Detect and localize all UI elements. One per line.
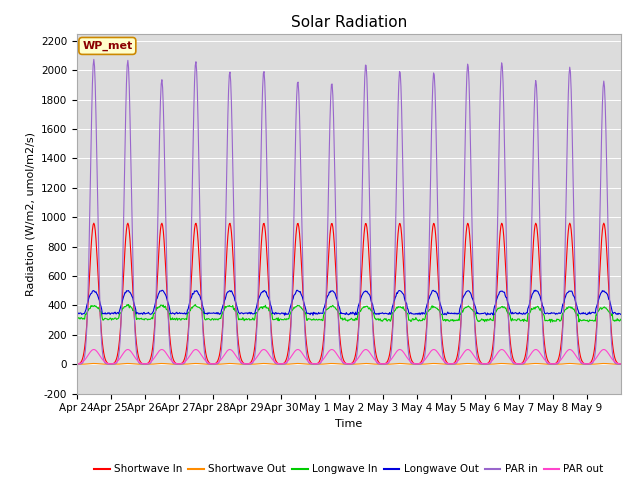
Shortwave Out	[600, 360, 607, 366]
PAR out	[237, 359, 244, 364]
PAR out	[284, 358, 292, 363]
PAR in	[73, 361, 81, 367]
Longwave Out	[264, 294, 271, 300]
Shortwave Out	[617, 361, 625, 367]
Longwave In	[73, 315, 81, 321]
Longwave In	[191, 301, 199, 307]
PAR in	[90, 57, 98, 62]
Shortwave In	[264, 264, 271, 269]
Shortwave Out	[137, 361, 145, 367]
PAR out	[600, 347, 607, 352]
Longwave In	[547, 319, 554, 325]
Longwave In	[237, 316, 245, 322]
Title: Solar Radiation: Solar Radiation	[291, 15, 407, 30]
Line: PAR in: PAR in	[77, 60, 621, 364]
Longwave Out	[532, 288, 540, 293]
Line: Shortwave Out: Shortwave Out	[77, 363, 621, 364]
Line: PAR out: PAR out	[77, 349, 621, 364]
X-axis label: Time: Time	[335, 419, 362, 429]
Longwave Out	[436, 300, 444, 305]
PAR in	[406, 356, 413, 362]
PAR out	[405, 357, 413, 362]
PAR out	[617, 361, 625, 367]
Longwave Out	[73, 311, 81, 317]
Shortwave In	[600, 220, 607, 226]
Longwave In	[436, 309, 444, 315]
Shortwave Out	[237, 361, 244, 367]
Y-axis label: Radiation (W/m2, umol/m2/s): Radiation (W/m2, umol/m2/s)	[25, 132, 35, 296]
Text: WP_met: WP_met	[82, 41, 132, 51]
Line: Longwave Out: Longwave Out	[77, 290, 621, 315]
Shortwave Out	[284, 361, 292, 367]
Line: Longwave In: Longwave In	[77, 304, 621, 322]
Longwave In	[285, 316, 292, 322]
Longwave Out	[237, 310, 244, 316]
PAR in	[617, 361, 625, 367]
Longwave Out	[617, 312, 625, 317]
Longwave Out	[309, 312, 317, 318]
PAR out	[137, 360, 145, 366]
Shortwave Out	[435, 361, 443, 367]
Longwave In	[264, 305, 272, 311]
PAR in	[237, 360, 245, 366]
Shortwave In	[137, 359, 145, 365]
PAR out	[435, 352, 443, 358]
PAR in	[264, 239, 272, 245]
Shortwave Out	[264, 361, 271, 367]
PAR out	[264, 349, 271, 355]
Longwave Out	[284, 312, 292, 317]
Shortwave In	[237, 354, 244, 360]
Shortwave In	[617, 361, 625, 367]
PAR in	[138, 361, 145, 367]
Shortwave In	[73, 361, 81, 367]
Longwave Out	[406, 311, 413, 317]
Longwave Out	[137, 311, 145, 317]
Shortwave Out	[405, 361, 413, 367]
Shortwave Out	[73, 361, 81, 367]
Longwave In	[617, 316, 625, 322]
Shortwave In	[435, 295, 443, 301]
Legend: Shortwave In, Shortwave Out, Longwave In, Longwave Out, PAR in, PAR out: Shortwave In, Shortwave Out, Longwave In…	[90, 460, 608, 479]
PAR in	[285, 352, 292, 358]
Longwave In	[406, 317, 413, 323]
Shortwave In	[405, 343, 413, 349]
Shortwave In	[284, 348, 292, 354]
Longwave In	[137, 316, 145, 322]
PAR in	[436, 304, 444, 310]
Line: Shortwave In: Shortwave In	[77, 223, 621, 364]
PAR out	[73, 361, 81, 367]
